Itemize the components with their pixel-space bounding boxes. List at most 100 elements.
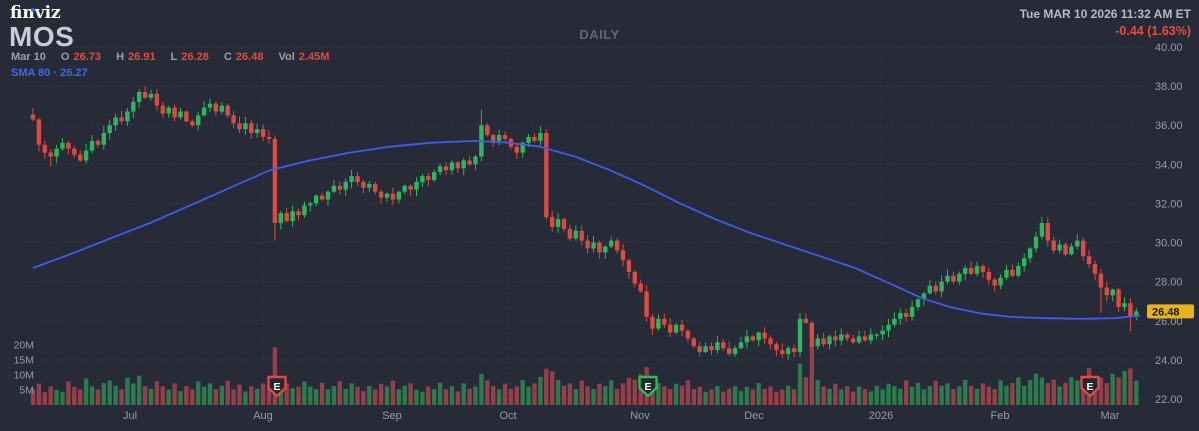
candle xyxy=(915,298,921,311)
volume-bar xyxy=(909,386,915,405)
candle xyxy=(662,313,667,328)
volume-bar xyxy=(266,386,272,405)
volume-bar xyxy=(331,386,337,405)
volume-bar xyxy=(1039,377,1045,405)
candle xyxy=(579,225,584,246)
volume-axis-label: 10M xyxy=(14,370,34,382)
candle xyxy=(30,108,36,122)
candle xyxy=(290,205,295,227)
candle xyxy=(603,245,608,259)
volume-bar xyxy=(201,386,207,405)
volume-bar xyxy=(119,389,124,405)
candle xyxy=(827,334,832,350)
ticker-symbol: MOS xyxy=(9,21,75,52)
candle xyxy=(803,313,809,324)
candle xyxy=(42,140,47,159)
x-axis-label: Mar xyxy=(1101,410,1120,422)
candle xyxy=(727,341,732,356)
volume-bar xyxy=(60,391,65,405)
candle xyxy=(1004,264,1009,281)
candle xyxy=(738,336,744,350)
open-value: 26.73 xyxy=(73,51,102,63)
open-label: O xyxy=(60,51,70,63)
volume-bar xyxy=(349,383,354,405)
volume-bar xyxy=(137,375,142,405)
volume-bar xyxy=(113,385,118,405)
candle xyxy=(148,89,154,101)
candle xyxy=(278,211,283,230)
volume-bar xyxy=(880,389,885,405)
candle xyxy=(1104,281,1109,302)
candle xyxy=(1098,268,1104,313)
volume-bar xyxy=(1116,377,1121,405)
candle xyxy=(585,235,590,254)
candle xyxy=(60,138,65,151)
candle xyxy=(314,194,319,207)
candle xyxy=(591,236,596,253)
volume-bar xyxy=(1075,380,1080,405)
volume-bar xyxy=(662,386,667,405)
grid xyxy=(26,46,1146,405)
volume-bar xyxy=(585,386,590,405)
volume-bar xyxy=(732,386,738,405)
candle xyxy=(974,261,980,277)
candle xyxy=(1057,239,1062,253)
volume-bar xyxy=(567,383,573,405)
volume-bar xyxy=(797,363,803,405)
volume-bar xyxy=(727,388,732,405)
candle xyxy=(207,98,213,113)
candle xyxy=(561,217,567,232)
candle xyxy=(1086,249,1092,269)
volume-bar xyxy=(1010,383,1015,405)
candle xyxy=(691,337,696,349)
candle xyxy=(679,319,685,337)
candle xyxy=(845,332,850,342)
volume-bar xyxy=(255,388,260,405)
candle xyxy=(904,309,909,322)
y-axis-label: 24.00 xyxy=(1155,355,1183,367)
candle xyxy=(308,201,313,212)
candle xyxy=(225,103,230,118)
volume-bar xyxy=(945,383,950,405)
volume-bar xyxy=(868,391,873,405)
volume-bar xyxy=(502,383,508,405)
volume-bar xyxy=(561,385,567,405)
y-axis-label: 28.00 xyxy=(1155,277,1183,289)
candle xyxy=(1063,242,1068,257)
candle xyxy=(892,312,897,328)
candle xyxy=(325,190,331,207)
low-value: 26.28 xyxy=(181,51,209,63)
volume-bar xyxy=(774,392,779,405)
volume-axis-label: 20M xyxy=(14,340,34,352)
candle xyxy=(1051,236,1056,254)
candle xyxy=(296,208,301,221)
candle xyxy=(957,271,962,285)
axis-labels: 40.00 38.00 36.00 34.00 32.00 30.00 28.00 26.00… xyxy=(14,42,1183,422)
candle xyxy=(909,300,915,321)
candle xyxy=(839,328,844,346)
candle xyxy=(609,236,614,249)
candle xyxy=(432,169,437,182)
volume-bar xyxy=(1081,382,1086,405)
candle xyxy=(166,105,171,118)
volume-bar xyxy=(437,382,443,405)
candle xyxy=(768,335,773,350)
volume-bar xyxy=(496,389,502,405)
volume-bar xyxy=(337,381,342,405)
volume-bar xyxy=(721,391,726,405)
candle xyxy=(656,314,661,331)
volume-bar xyxy=(1122,371,1127,405)
candle xyxy=(142,86,148,99)
volume-bar xyxy=(148,388,154,405)
volume-bar xyxy=(396,389,401,405)
volume-bar xyxy=(1004,385,1009,405)
candle xyxy=(1069,243,1074,256)
candle xyxy=(614,238,620,254)
candle xyxy=(420,173,425,187)
candle xyxy=(898,308,903,325)
candle xyxy=(1116,288,1121,312)
candle xyxy=(638,279,643,293)
candle xyxy=(367,181,372,193)
volume-bar xyxy=(603,386,608,405)
volume-bar xyxy=(467,388,472,405)
